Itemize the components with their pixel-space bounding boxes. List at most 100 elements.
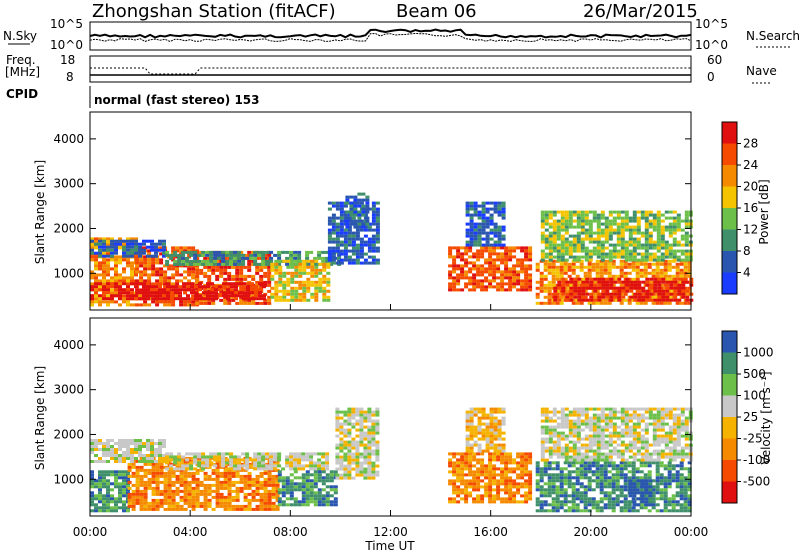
heatmap-cell — [347, 423, 351, 426]
heatmap-cell — [152, 493, 156, 496]
heatmap-cell — [355, 453, 359, 456]
heatmap-cell — [268, 490, 272, 493]
heatmap-cell — [126, 258, 130, 261]
heatmap-cell — [476, 249, 480, 252]
heatmap-cell — [310, 494, 314, 497]
heatmap-cell — [502, 450, 506, 453]
heatmap-cell — [164, 475, 168, 478]
heatmap-cell — [146, 246, 150, 249]
heatmap-cell — [339, 426, 343, 429]
heatmap-cell — [192, 475, 196, 478]
heatmap-cell — [237, 464, 241, 467]
heatmap-cell — [330, 494, 334, 497]
heatmap-cell — [325, 455, 329, 458]
heatmap-cell — [152, 478, 156, 481]
heatmap-cell — [197, 452, 201, 455]
heatmap-cell — [218, 285, 222, 288]
heatmap-cell — [183, 300, 187, 303]
heatmap-cell — [294, 488, 298, 491]
heatmap-cell — [136, 493, 140, 496]
heatmap-cell — [498, 450, 502, 453]
heatmap-cell — [585, 211, 589, 214]
heatmap-cell — [360, 253, 364, 256]
heatmap-cell — [484, 494, 488, 497]
heatmap-cell — [589, 238, 593, 241]
heatmap-cell — [460, 258, 464, 261]
heatmap-cell — [118, 454, 122, 457]
heatmap-cell — [498, 438, 502, 441]
heatmap-cell — [150, 240, 154, 243]
heatmap-cell — [142, 240, 146, 243]
heatmap-cell — [150, 460, 154, 463]
heatmap-cell — [478, 238, 482, 241]
heatmap-cell — [363, 447, 367, 450]
heatmap-cell — [340, 217, 344, 220]
heatmap-cell — [649, 278, 653, 281]
heatmap-cell — [208, 499, 212, 502]
heatmap-cell — [548, 503, 552, 506]
heatmap-cell — [110, 282, 114, 285]
heatmap-cell — [156, 487, 160, 490]
heatmap-cell — [601, 214, 605, 217]
heatmap-cell — [466, 444, 470, 447]
heatmap-cell — [466, 423, 470, 426]
heatmap-cell — [484, 485, 488, 488]
heatmap-cell — [98, 509, 102, 512]
heatmap-cell — [476, 482, 480, 485]
heatmap-cell — [468, 485, 472, 488]
heatmap-cell — [601, 259, 605, 262]
heatmap-cell — [252, 478, 256, 481]
heatmap-cell — [314, 473, 318, 476]
heatmap-cell — [321, 467, 325, 470]
heatmap-cell — [593, 238, 597, 241]
heatmap-cell — [665, 217, 669, 220]
heatmap-cell — [488, 285, 492, 288]
heatmap-cell — [685, 223, 689, 226]
heatmap-cell — [222, 294, 226, 297]
heatmap-cell — [549, 259, 553, 262]
heatmap-cell — [504, 470, 508, 473]
heatmap-cell — [274, 269, 278, 272]
heatmap-cell — [540, 281, 544, 284]
heatmap-cell — [245, 452, 249, 455]
heatmap-cell — [577, 250, 581, 253]
heatmap-cell — [581, 214, 585, 217]
heatmap-cell — [541, 214, 545, 217]
heatmap-cell — [122, 494, 126, 497]
heatmap-cell — [375, 408, 379, 411]
date-label: 26/Mar/2015 — [583, 1, 698, 22]
heatmap-cell — [102, 500, 106, 503]
heatmap-cell — [90, 497, 94, 500]
heatmap-cell — [174, 285, 178, 288]
heatmap-cell — [184, 493, 188, 496]
heatmap-cell — [668, 275, 672, 278]
heatmap-cell — [335, 429, 339, 432]
heatmap-cell — [613, 287, 617, 290]
heatmap-cell — [375, 444, 379, 447]
heatmap-cell — [150, 445, 154, 448]
heatmap-cell — [524, 279, 528, 282]
heatmap-cell — [488, 488, 492, 491]
colorbar-segment — [722, 230, 737, 252]
heatmap-cell — [228, 499, 232, 502]
heatmap-cell — [569, 226, 573, 229]
heatmap-cell — [488, 485, 492, 488]
heatmap-cell — [637, 281, 641, 284]
heatmap-cell — [486, 423, 490, 426]
heatmap-cell — [593, 232, 597, 235]
heatmap-cell — [154, 255, 158, 258]
heatmap-cell — [371, 444, 375, 447]
heatmap-cell — [353, 220, 357, 223]
heatmap-cell — [564, 509, 568, 512]
heatmap-cell — [212, 484, 216, 487]
heatmap-cell — [260, 499, 264, 502]
heatmap-cell — [460, 470, 464, 473]
heatmap-cell — [169, 464, 173, 467]
heatmap-cell — [118, 291, 122, 294]
heatmap-cell — [110, 279, 114, 282]
heatmap-cell — [536, 509, 540, 512]
heatmap-cell — [102, 454, 106, 457]
heatmap-cell — [106, 246, 110, 249]
heatmap-cell — [544, 290, 548, 293]
heatmap-cell — [186, 282, 190, 285]
